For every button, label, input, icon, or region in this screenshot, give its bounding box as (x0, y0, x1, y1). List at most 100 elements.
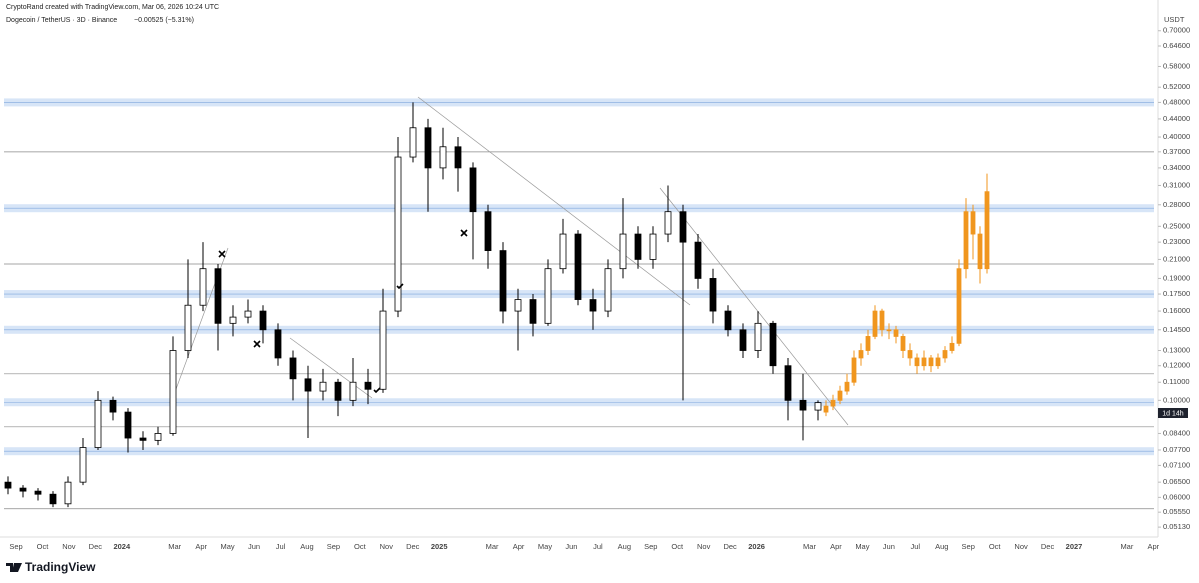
candle-body (94, 399, 102, 448)
candle-body (679, 211, 687, 243)
candle-body (970, 211, 976, 235)
y-tick-label: 0.12000 (1163, 361, 1190, 370)
y-tick-label: 0.40000 (1163, 132, 1190, 141)
candle-body (304, 378, 312, 392)
candle-body (559, 233, 567, 270)
x-tick-label: Oct (989, 542, 1002, 551)
candle-body (872, 310, 878, 337)
x-tick-label: Dec (89, 542, 103, 551)
x-tick-label: Aug (300, 542, 313, 551)
candle-body (739, 329, 747, 351)
candle-body (454, 146, 462, 169)
candle-body (784, 365, 792, 401)
x-tick-label: Nov (697, 542, 711, 551)
candle-body (589, 299, 597, 312)
x-tick-label: Jun (883, 542, 895, 551)
x-tick-label: Oct (37, 542, 50, 551)
x-tick-label: 2025 (431, 542, 448, 551)
x-tick-label: Jul (276, 542, 286, 551)
candle-body (544, 268, 552, 324)
candle-body (837, 390, 843, 401)
x-tick-label: Apr (1148, 542, 1160, 551)
candle-body (169, 350, 177, 434)
candle-body (865, 336, 871, 351)
candle-body (830, 399, 836, 407)
candle-body (900, 336, 906, 351)
candle-body (709, 278, 717, 312)
candle-body (823, 405, 829, 413)
candle-body (34, 490, 42, 495)
y-tick-label: 0.28000 (1163, 200, 1190, 209)
y-tick-label: 0.48000 (1163, 97, 1190, 106)
y-tick-label: 0.07700 (1163, 445, 1190, 454)
candle-body (244, 310, 252, 318)
y-tick-label: 0.44000 (1163, 114, 1190, 123)
y-tick-label: 0.10000 (1163, 395, 1190, 404)
candle-body (124, 411, 132, 439)
countdown: 1d 14h (1162, 410, 1184, 417)
credit: CryptoRand created with TradingView.com,… (6, 4, 219, 11)
x-tick-label: Jun (248, 542, 260, 551)
x-tick-label: Oct (354, 542, 367, 551)
candle-body (942, 350, 948, 359)
candle-body (694, 241, 702, 279)
candle-body (334, 381, 342, 401)
countdown-box (1158, 408, 1188, 418)
candle-body (799, 399, 807, 411)
candle-body (769, 322, 777, 367)
candle-body (956, 268, 962, 344)
candle-body (851, 357, 857, 383)
annotations (218, 229, 468, 394)
candle-body (664, 211, 672, 235)
candle-body (64, 481, 72, 505)
y-tick-label: 0.23000 (1163, 237, 1190, 246)
candle-body (154, 433, 162, 441)
x-tick-label: Sep (327, 542, 340, 551)
candle-body (289, 357, 297, 380)
x-tick-label: Apr (830, 542, 842, 551)
brand: TradingView (25, 560, 96, 574)
y-tick-label: 0.05130 (1163, 522, 1190, 531)
y-tick-label: 0.19000 (1163, 273, 1190, 282)
candle-body (754, 322, 762, 351)
x-tick-label: Apr (513, 542, 525, 551)
candle-body (921, 357, 927, 367)
x-tick-label: Jul (593, 542, 603, 551)
change: −0.00525 (−5.31%) (134, 17, 194, 24)
candle-body (984, 191, 990, 270)
candle-body (499, 250, 507, 312)
y-tick-label: 0.25000 (1163, 221, 1190, 230)
price-axis: 0.70000 0.64600 0.58000 0.52000 0.48000 0.440… (1158, 26, 1190, 531)
y-tick-label: 0.64600 (1163, 41, 1190, 50)
y-tick-label: 0.06500 (1163, 477, 1190, 486)
x-tick-label: Dec (723, 542, 737, 551)
y-tick-label: 0.58000 (1163, 61, 1190, 70)
y-tick-label: 0.37000 (1163, 147, 1190, 156)
x-tick-label: Aug (935, 542, 948, 551)
x-tick-label: Nov (62, 542, 76, 551)
candle-body (529, 299, 537, 324)
y-tick-label: 0.05550 (1163, 507, 1190, 516)
x-tick-label: May (538, 542, 552, 551)
y-axis-unit: USDT (1164, 15, 1185, 24)
symbol: Dogecoin / TetherUS · 3D · Binance (6, 17, 117, 24)
candle-body (907, 350, 913, 359)
x-tick-label: Mar (1120, 542, 1133, 551)
y-tick-label: 0.34000 (1163, 163, 1190, 172)
candle-body (844, 381, 850, 392)
candle-body (649, 233, 657, 260)
candle-body (634, 233, 642, 260)
candle-body (214, 268, 222, 324)
candle-body (439, 146, 447, 169)
candle-body (109, 399, 117, 413)
trendlines (171, 96, 849, 426)
candle-body (4, 481, 12, 489)
candle-body (469, 167, 477, 213)
candle-body (484, 211, 492, 251)
time-axis: Sep Oct Nov Dec 2024 Mar Apr May Jun Jul Aug Sep Oct… (9, 542, 1159, 551)
candle-body (184, 304, 192, 351)
candle-body (928, 357, 934, 367)
candle-body (364, 381, 372, 390)
x-tick-label: Sep (962, 542, 975, 551)
candle-body (963, 211, 969, 270)
